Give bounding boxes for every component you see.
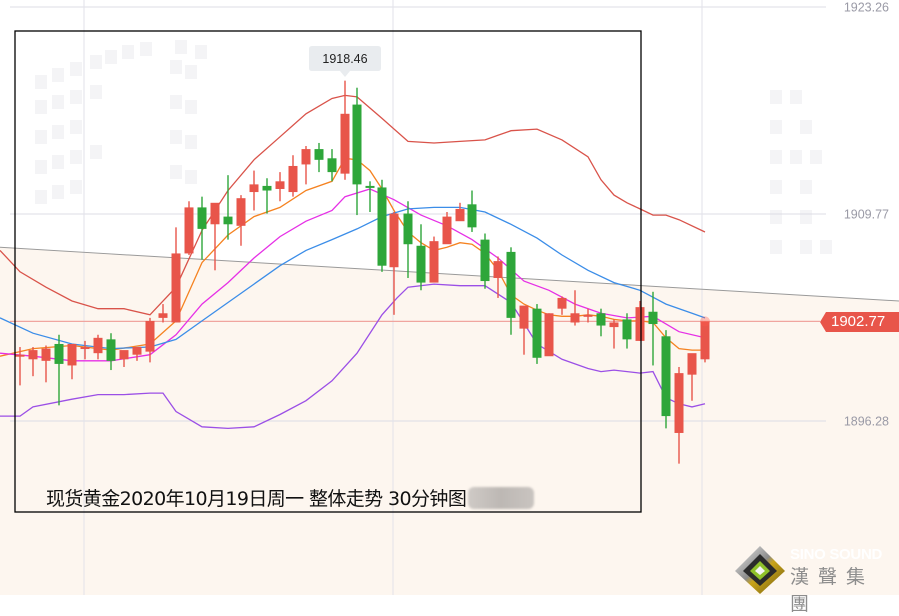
ma-fast-line xyxy=(0,157,705,357)
y-axis-label-0: 1923.26 xyxy=(844,1,889,15)
candle xyxy=(223,175,233,240)
candle xyxy=(236,195,246,246)
candle xyxy=(674,366,684,464)
candle xyxy=(455,202,465,222)
candle xyxy=(352,87,362,216)
candle xyxy=(249,170,259,211)
candle xyxy=(365,181,375,213)
current-price-tag: 1902.77 xyxy=(820,312,899,332)
background-building-pattern xyxy=(35,40,832,254)
candle xyxy=(41,345,51,383)
candle xyxy=(340,80,350,180)
candle xyxy=(389,212,399,315)
candle xyxy=(403,201,413,278)
boll-lower-line xyxy=(0,283,706,430)
caption-date: 2020年10月19日周一 xyxy=(119,488,305,510)
candle xyxy=(416,224,426,291)
candle xyxy=(301,146,311,185)
logo-chinese-name: 漢聲集團 xyxy=(790,566,875,615)
candle xyxy=(158,304,168,323)
candle xyxy=(506,247,516,335)
candle xyxy=(145,317,155,363)
candle xyxy=(609,319,619,349)
candle xyxy=(442,212,452,245)
current-price-label: 1902.77 xyxy=(831,313,886,330)
candle xyxy=(288,155,298,197)
candle xyxy=(80,340,90,360)
blurred-watermark xyxy=(468,487,535,509)
candle xyxy=(700,321,710,363)
y-axis-label-1: 1909.77 xyxy=(844,207,889,221)
caption-description: 整体走势 xyxy=(308,488,383,510)
candle xyxy=(661,330,671,429)
candle xyxy=(493,256,503,298)
candle xyxy=(327,149,337,182)
candle xyxy=(54,334,64,406)
candle xyxy=(210,202,220,271)
candle xyxy=(67,343,77,380)
caption-instrument: 现货黄金 xyxy=(46,488,120,510)
logo-english-name: SINO SOUND xyxy=(790,546,883,563)
candle xyxy=(184,201,194,255)
max-high-tooltip xyxy=(309,46,381,77)
candle xyxy=(622,313,632,349)
candle xyxy=(583,308,593,323)
candle xyxy=(314,142,324,173)
candle xyxy=(467,190,477,232)
candle xyxy=(519,305,529,355)
candle xyxy=(28,347,38,377)
candle xyxy=(197,196,207,260)
candle xyxy=(635,301,645,341)
sinosound-logo-icon xyxy=(735,546,785,594)
candle xyxy=(544,313,554,357)
candle xyxy=(377,179,387,272)
y-axis-label-2: 1896.28 xyxy=(844,414,889,428)
candle xyxy=(262,178,272,214)
candle xyxy=(93,334,103,360)
chart-caption: 现货黄金2020年10月19日周一 整体走势 30分钟图 xyxy=(46,484,535,511)
highlight-frame xyxy=(14,30,642,513)
candle xyxy=(596,308,606,337)
caption-timeframe: 30分钟图 xyxy=(388,488,467,510)
candlestick-chart: 1918.46 1923.26 1909.77 1896.28 xyxy=(0,0,899,595)
candle xyxy=(557,296,567,315)
candle xyxy=(106,333,116,371)
candle xyxy=(171,227,181,323)
candle xyxy=(275,172,285,202)
trend-line xyxy=(0,246,899,302)
candle xyxy=(15,347,25,386)
candle xyxy=(119,350,129,367)
candle xyxy=(648,291,658,366)
max-high-tooltip-label: 1918.46 xyxy=(322,52,367,66)
candle xyxy=(532,304,542,364)
last-price-glow xyxy=(700,316,710,327)
candle xyxy=(132,347,142,361)
candle xyxy=(687,353,697,401)
candle xyxy=(570,290,580,326)
candle xyxy=(480,233,490,289)
candle xyxy=(429,236,439,283)
boll-upper-line xyxy=(0,94,706,316)
price-tag-shape xyxy=(820,312,899,332)
